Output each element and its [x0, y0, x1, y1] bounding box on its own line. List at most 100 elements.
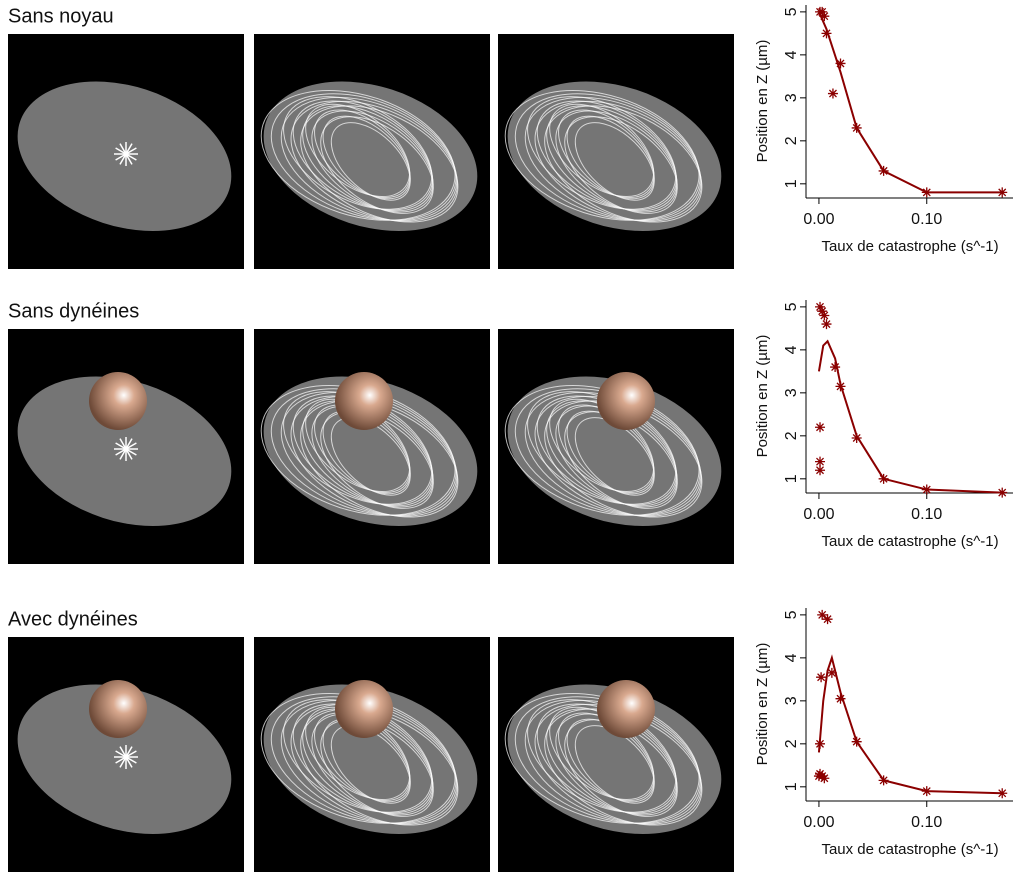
fiber: [574, 417, 655, 496]
x-axis-label: Taux de catastrophe (s^-1): [821, 238, 998, 255]
aster: [125, 448, 137, 456]
fiber: [260, 90, 456, 221]
x-tick-label: 0.10: [911, 814, 942, 831]
y-tick-label: 2: [783, 739, 800, 748]
x-axis-label: Taux de catastrophe (s^-1): [821, 533, 998, 550]
fiber: [574, 122, 655, 201]
aster: [125, 153, 133, 165]
fiber: [314, 712, 411, 802]
data-point: [819, 773, 830, 784]
data-point: [835, 58, 846, 69]
aster: [125, 442, 137, 450]
fiber: [322, 718, 411, 803]
data-point: [835, 693, 846, 704]
x-tick-label: 0.00: [803, 211, 834, 228]
aster: [125, 746, 133, 758]
y-tick-label: 2: [783, 136, 800, 145]
data-point: [815, 465, 826, 476]
y-tick-label: 1: [783, 179, 800, 188]
fiber: [322, 410, 411, 495]
fiber: [322, 115, 411, 200]
y-axis-label: Position en Z (µm): [754, 40, 771, 163]
aster: [115, 153, 127, 161]
y-axis-label: Position en Z (µm): [754, 643, 771, 766]
fiber: [566, 115, 655, 200]
nucleus: [597, 680, 655, 738]
data-point: [815, 301, 826, 312]
aster: [125, 756, 137, 764]
data-point: [822, 614, 833, 625]
fiber: [270, 93, 457, 221]
aster: [115, 448, 127, 456]
data-point: [817, 306, 828, 317]
row-title: Avec dynéines: [8, 608, 138, 630]
cell-shape: [263, 376, 478, 527]
fiber: [330, 725, 411, 804]
row-title: Sans dynéines: [8, 300, 139, 322]
data-point: [830, 362, 841, 373]
fiber: [330, 417, 411, 496]
trend-line: [817, 654, 1003, 795]
data-point: [816, 672, 827, 683]
cell-shape: [263, 81, 478, 232]
data-point: [815, 422, 826, 433]
data-point: [819, 310, 830, 321]
aster: [125, 153, 137, 161]
y-tick-label: 1: [783, 474, 800, 483]
simulation-panels: [8, 34, 734, 872]
cell-shape: [507, 684, 722, 835]
aster: [115, 750, 127, 758]
y-tick-label: 4: [783, 345, 800, 354]
aster: [125, 448, 133, 460]
aster: [119, 756, 127, 768]
data-point: [827, 88, 838, 99]
fiber: [558, 109, 655, 199]
y-tick-label: 5: [783, 610, 800, 619]
nucleus: [89, 372, 147, 430]
y-tick-label: 4: [783, 50, 800, 59]
data-point: [819, 11, 830, 22]
aster: [125, 143, 133, 155]
aster: [115, 147, 127, 155]
data-point: [826, 667, 837, 678]
y-tick-label: 5: [783, 302, 800, 311]
y-tick-label: 2: [783, 431, 800, 440]
aster: [125, 750, 137, 758]
fiber: [527, 96, 677, 210]
y-tick-label: 3: [783, 388, 800, 397]
aster: [115, 756, 127, 764]
aster: [125, 756, 133, 768]
aster: [115, 442, 127, 450]
data-point: [817, 609, 828, 620]
fiber: [566, 718, 655, 803]
fiber: [566, 410, 655, 495]
y-tick-label: 3: [783, 93, 800, 102]
trend-line: [817, 339, 1003, 494]
y-tick-label: 4: [783, 653, 800, 662]
fiber: [514, 93, 701, 221]
row-title: Sans noyau: [8, 5, 114, 27]
y-tick-label: 5: [783, 7, 800, 16]
trend-line: [818, 11, 1003, 194]
data-point: [815, 456, 826, 467]
aster: [119, 143, 127, 155]
nucleus: [335, 680, 393, 738]
aster: [119, 746, 127, 758]
fiber: [536, 100, 677, 211]
x-tick-label: 0.10: [911, 211, 942, 228]
cell-shape: [507, 81, 722, 232]
fiber: [283, 96, 433, 210]
fiber: [305, 103, 411, 198]
fiber: [574, 725, 655, 804]
fiber: [314, 404, 411, 494]
aster: [125, 147, 137, 155]
x-tick-label: 0.10: [911, 506, 942, 523]
fiber: [549, 103, 655, 198]
aster: [119, 438, 127, 450]
aster: [125, 438, 133, 450]
nucleus: [335, 372, 393, 430]
cell-shape: [507, 376, 722, 527]
data-point: [821, 319, 832, 330]
data-point: [817, 6, 828, 17]
